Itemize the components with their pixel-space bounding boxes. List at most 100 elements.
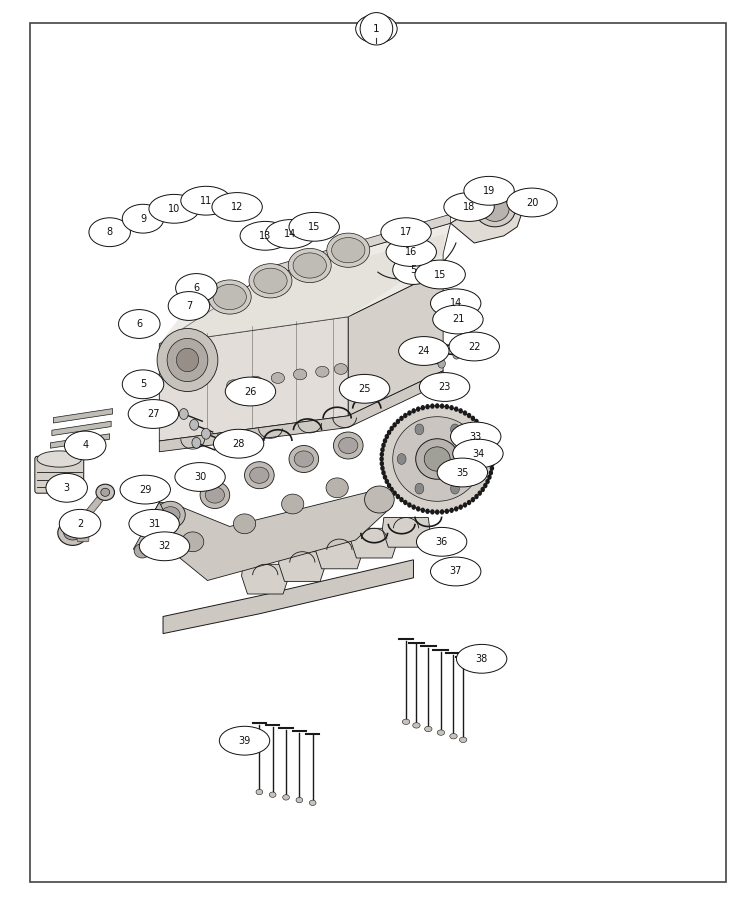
Ellipse shape (157, 328, 218, 392)
Circle shape (479, 186, 485, 194)
Ellipse shape (437, 730, 445, 735)
Text: 8: 8 (107, 227, 113, 238)
Circle shape (385, 479, 389, 484)
Circle shape (477, 422, 482, 427)
Circle shape (397, 454, 406, 464)
Circle shape (451, 341, 458, 350)
Circle shape (380, 465, 385, 471)
Ellipse shape (507, 188, 557, 217)
Polygon shape (144, 488, 393, 580)
Text: 5: 5 (411, 265, 416, 275)
Ellipse shape (213, 284, 246, 310)
Ellipse shape (431, 557, 481, 586)
Text: 15: 15 (434, 269, 446, 280)
Polygon shape (348, 270, 443, 416)
Circle shape (445, 404, 449, 410)
Circle shape (490, 447, 494, 453)
Circle shape (415, 483, 424, 494)
Ellipse shape (316, 366, 329, 377)
Circle shape (425, 508, 430, 514)
Ellipse shape (365, 486, 394, 513)
Polygon shape (382, 518, 430, 547)
Circle shape (491, 456, 495, 462)
Circle shape (440, 403, 445, 409)
Circle shape (415, 424, 424, 435)
Circle shape (490, 465, 494, 471)
Ellipse shape (419, 373, 470, 401)
Ellipse shape (288, 248, 331, 283)
Text: 3: 3 (64, 482, 70, 493)
Circle shape (493, 183, 499, 190)
Circle shape (411, 504, 416, 509)
Text: 6: 6 (193, 283, 199, 293)
Text: 22: 22 (468, 341, 480, 352)
Circle shape (483, 430, 488, 436)
Polygon shape (242, 564, 289, 594)
Ellipse shape (161, 507, 180, 523)
Text: 17: 17 (400, 227, 412, 238)
Ellipse shape (333, 432, 363, 459)
Ellipse shape (122, 370, 164, 399)
Circle shape (468, 454, 477, 464)
Ellipse shape (225, 377, 276, 406)
Ellipse shape (449, 332, 499, 361)
Text: 32: 32 (159, 541, 170, 552)
Ellipse shape (310, 800, 316, 806)
Circle shape (451, 483, 459, 494)
Ellipse shape (453, 439, 503, 468)
Ellipse shape (327, 233, 370, 267)
Text: 38: 38 (476, 653, 488, 664)
Circle shape (399, 497, 404, 502)
Circle shape (403, 500, 408, 505)
Ellipse shape (120, 475, 170, 504)
Text: 16: 16 (405, 247, 417, 257)
Circle shape (480, 487, 485, 492)
Ellipse shape (444, 193, 494, 221)
Text: 1: 1 (373, 23, 379, 34)
Ellipse shape (356, 14, 397, 43)
Text: 2: 2 (77, 518, 83, 529)
Text: 1: 1 (373, 23, 379, 34)
Circle shape (451, 424, 459, 435)
Ellipse shape (289, 446, 319, 472)
Ellipse shape (212, 193, 262, 221)
Ellipse shape (334, 364, 348, 374)
Circle shape (379, 461, 384, 466)
Circle shape (435, 403, 439, 409)
Text: 15: 15 (308, 221, 320, 232)
Circle shape (487, 474, 491, 480)
Circle shape (435, 509, 439, 515)
Ellipse shape (456, 644, 507, 673)
Ellipse shape (265, 220, 316, 248)
Ellipse shape (253, 268, 287, 293)
Ellipse shape (402, 719, 410, 724)
Circle shape (396, 418, 400, 424)
Circle shape (454, 506, 459, 511)
Text: 18: 18 (463, 202, 475, 212)
Text: 37: 37 (450, 566, 462, 577)
Text: 33: 33 (470, 431, 482, 442)
Circle shape (430, 509, 434, 515)
Circle shape (459, 504, 463, 509)
Circle shape (453, 350, 460, 359)
Ellipse shape (296, 797, 303, 803)
Circle shape (407, 410, 412, 416)
Ellipse shape (293, 369, 307, 380)
Circle shape (487, 438, 491, 444)
Circle shape (449, 405, 453, 410)
Circle shape (430, 403, 434, 409)
Circle shape (471, 497, 475, 502)
Ellipse shape (176, 274, 217, 302)
Ellipse shape (249, 264, 292, 298)
Circle shape (488, 443, 493, 448)
Ellipse shape (271, 373, 285, 383)
Polygon shape (259, 214, 451, 279)
Circle shape (485, 434, 490, 439)
Ellipse shape (64, 431, 106, 460)
Ellipse shape (59, 509, 101, 538)
Text: 36: 36 (436, 536, 448, 547)
Text: 27: 27 (147, 409, 159, 419)
Ellipse shape (451, 422, 501, 451)
Ellipse shape (181, 186, 231, 215)
Circle shape (416, 506, 420, 511)
